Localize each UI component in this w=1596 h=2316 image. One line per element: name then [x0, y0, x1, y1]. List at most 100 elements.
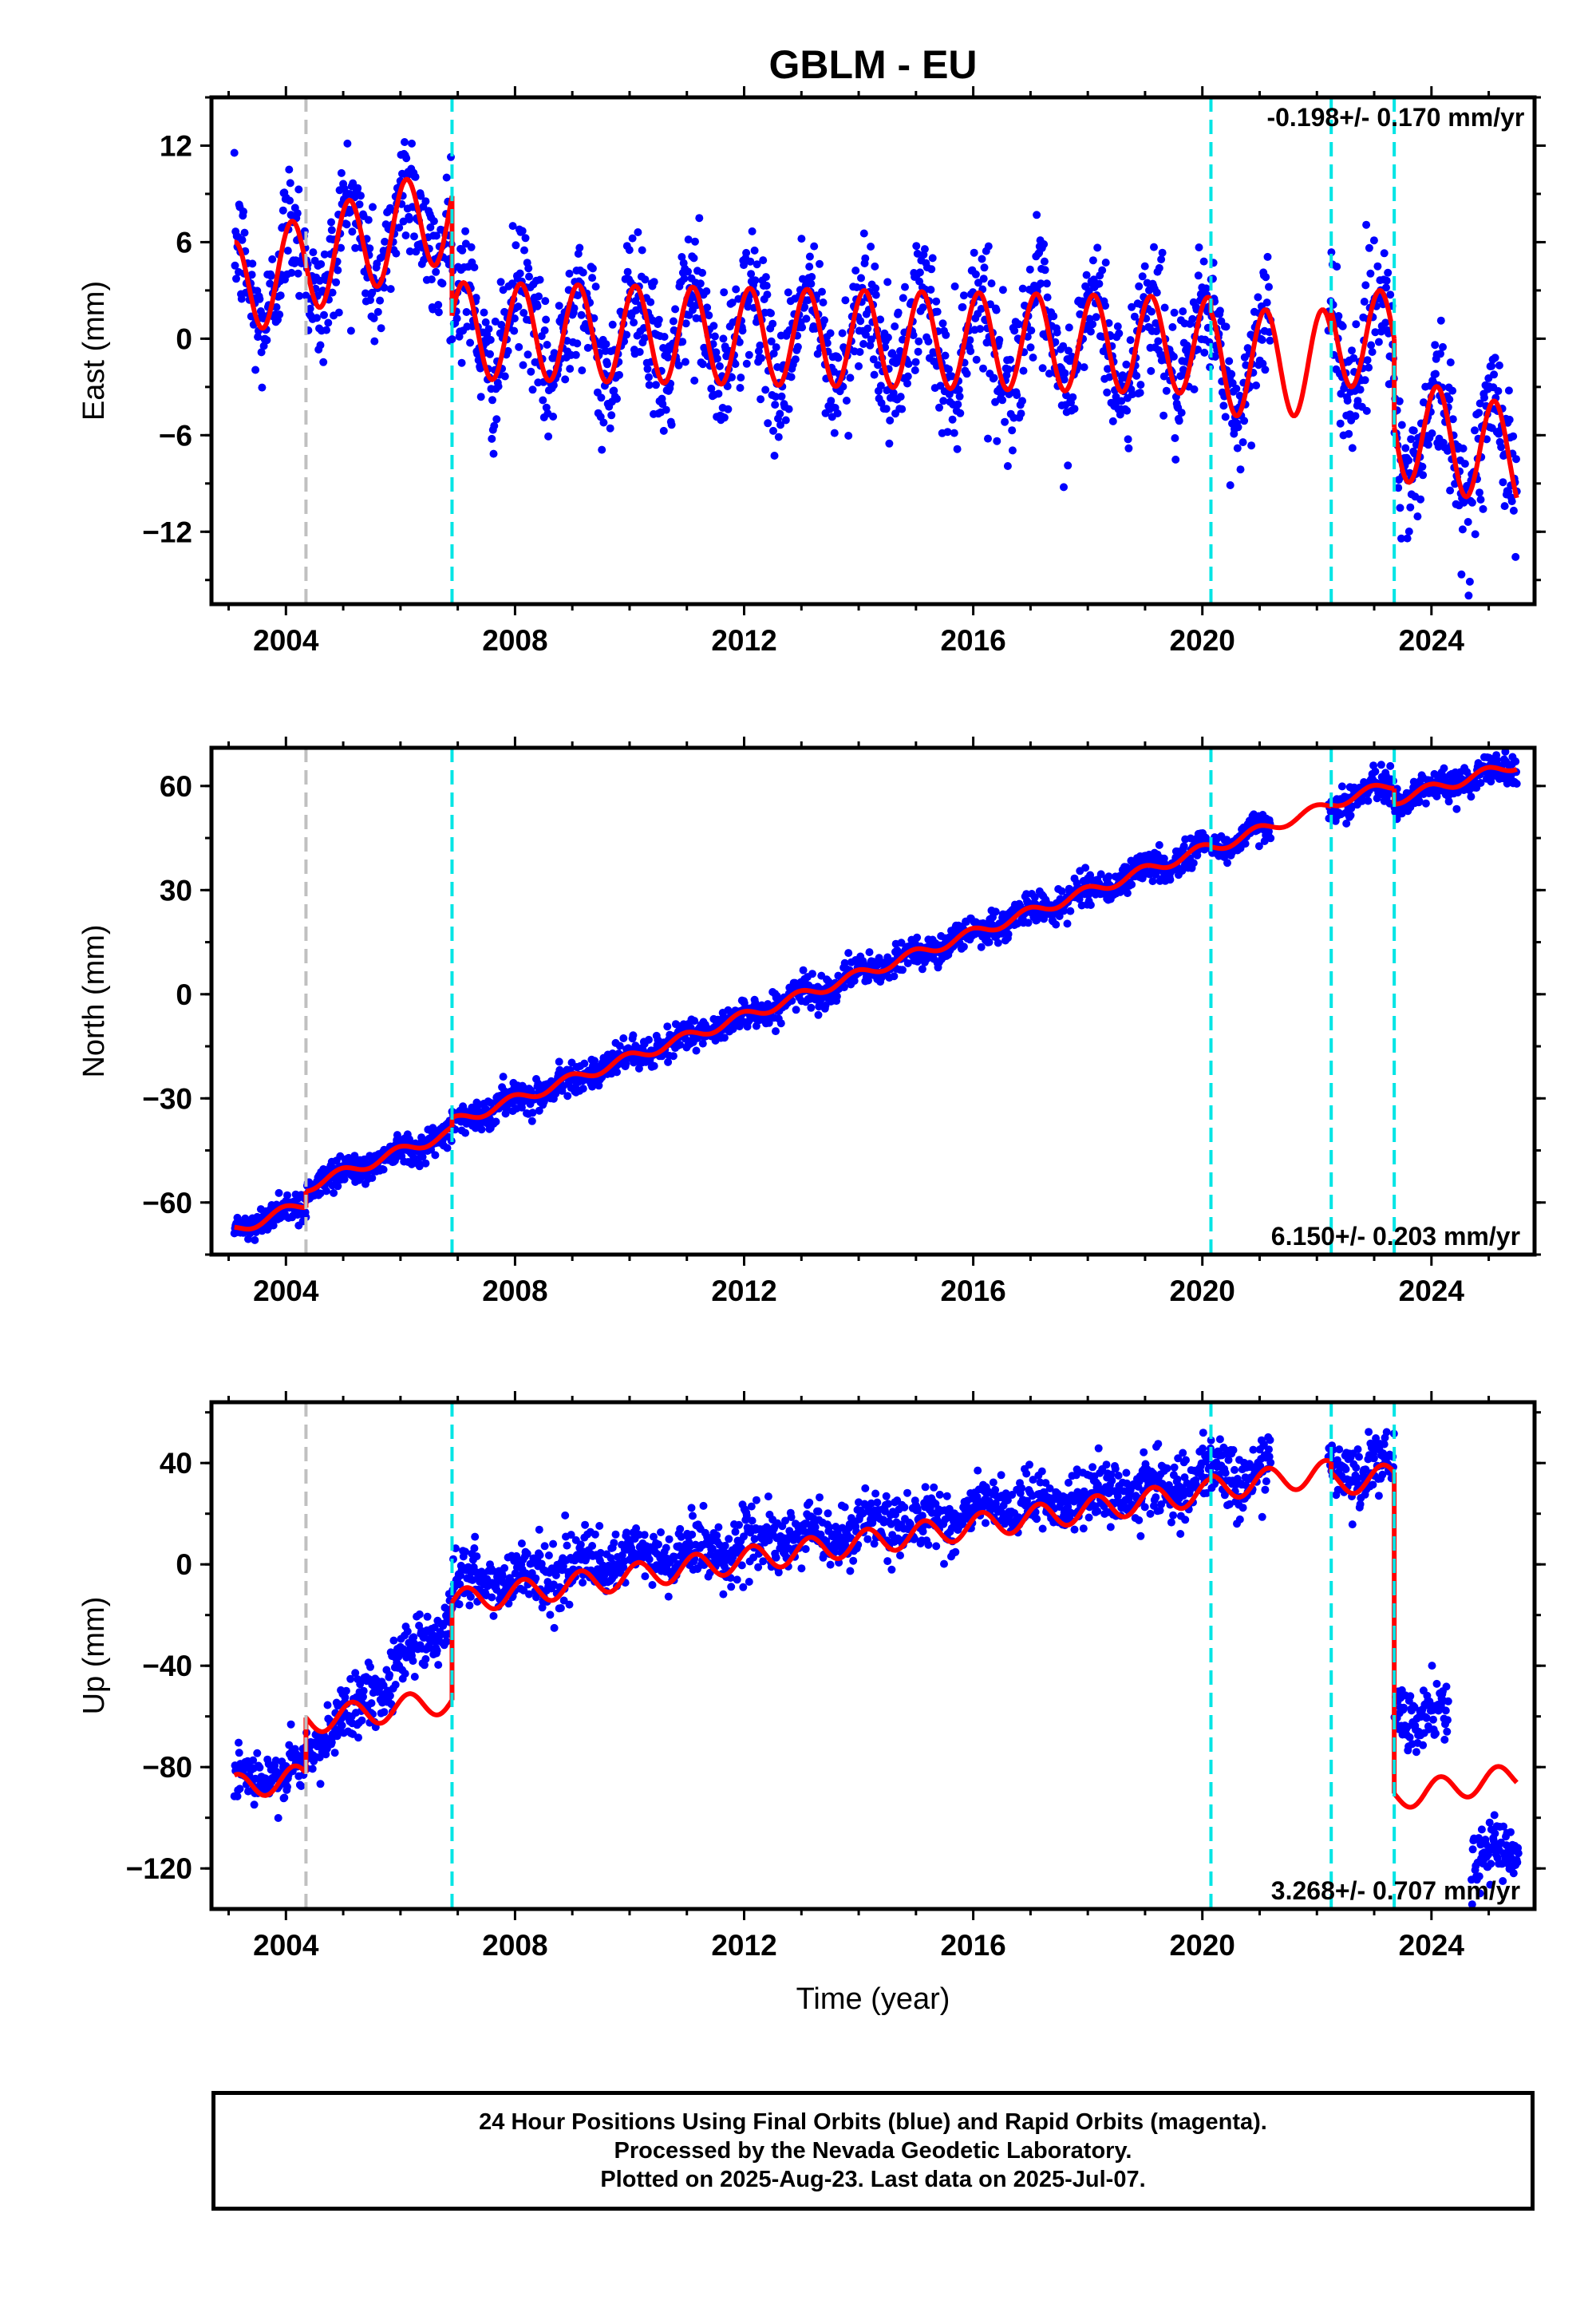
data-point: [263, 336, 271, 345]
data-point: [1175, 417, 1183, 425]
x-tick-label: 2008: [482, 624, 547, 657]
data-point: [497, 321, 506, 329]
data-point: [431, 1151, 440, 1160]
data-point: [480, 308, 488, 317]
data-point: [487, 1099, 496, 1108]
data-point: [954, 400, 962, 409]
data-point: [267, 271, 275, 280]
data-point: [348, 227, 357, 236]
data-point: [998, 286, 1007, 294]
data-point: [800, 302, 809, 311]
data-point: [328, 288, 337, 297]
data-point: [926, 286, 935, 294]
data-point: [992, 306, 1001, 314]
data-point: [950, 429, 958, 437]
data-point: [1154, 337, 1163, 346]
data-point: [356, 1680, 365, 1689]
data-point: [1338, 322, 1347, 330]
data-point: [1194, 271, 1203, 280]
data-point: [1365, 363, 1373, 372]
data-point: [342, 220, 351, 229]
data-point: [581, 320, 590, 328]
data-point: [280, 1793, 289, 1802]
data-point: [690, 376, 699, 385]
data-point: [1019, 366, 1028, 375]
data-point: [268, 255, 277, 263]
data-point: [1057, 887, 1066, 895]
data-point: [702, 287, 711, 295]
data-point: [859, 229, 868, 238]
data-point: [867, 335, 875, 344]
data-point: [962, 370, 971, 378]
data-point: [1059, 342, 1068, 350]
plot-area-north: [230, 748, 1521, 1244]
x-tick-label: 2012: [711, 1275, 776, 1307]
data-point: [421, 1654, 430, 1663]
data-point: [855, 348, 864, 356]
data-point: [751, 276, 760, 285]
data-point: [669, 1052, 678, 1061]
data-point: [1254, 842, 1263, 851]
data-point: [456, 1580, 464, 1589]
data-point: [684, 267, 692, 276]
data-point: [615, 1041, 624, 1050]
data-point: [652, 381, 660, 389]
data-point: [508, 222, 517, 231]
data-point: [797, 235, 806, 243]
data-point: [839, 983, 848, 992]
data-point: [492, 415, 501, 424]
data-point: [911, 366, 919, 374]
data-point: [776, 1019, 785, 1028]
data-point: [650, 278, 658, 287]
data-point: [367, 1699, 376, 1708]
data-point: [1446, 486, 1455, 495]
data-point: [1199, 257, 1208, 266]
data-point: [1130, 312, 1139, 321]
data-point: [247, 271, 256, 279]
data-point: [1041, 266, 1049, 275]
data-point: [871, 262, 879, 271]
data-point: [650, 1061, 658, 1070]
data-point: [660, 333, 669, 341]
data-point: [1236, 465, 1245, 474]
data-point: [286, 1720, 295, 1729]
y-tick-label: 0: [176, 978, 192, 1011]
data-point: [625, 246, 634, 255]
data-point: [266, 279, 275, 288]
data-point: [876, 381, 885, 390]
data-point: [359, 1693, 367, 1701]
data-point: [395, 223, 404, 232]
data-point: [1064, 461, 1073, 470]
data-point: [1480, 393, 1488, 402]
data-point: [695, 214, 704, 223]
data-point: [1409, 426, 1418, 435]
data-point: [1045, 370, 1053, 378]
data-point: [1092, 313, 1100, 322]
data-point: [421, 1159, 430, 1168]
data-point: [1476, 779, 1485, 787]
data-point: [512, 241, 520, 250]
data-point: [279, 206, 287, 215]
data-point: [1168, 322, 1177, 331]
data-point: [723, 382, 732, 390]
data-point: [1371, 328, 1380, 337]
data-point: [535, 275, 544, 284]
data-point: [1138, 272, 1147, 281]
data-point: [504, 346, 512, 355]
data-point: [966, 336, 974, 345]
data-point: [471, 1532, 480, 1541]
data-point: [1413, 512, 1422, 521]
data-point: [520, 246, 528, 255]
data-point: [231, 261, 239, 270]
data-point: [528, 385, 537, 394]
data-point: [928, 254, 937, 263]
data-point: [859, 340, 867, 348]
data-point: [399, 217, 408, 226]
data-point: [443, 1144, 452, 1152]
data-point: [1128, 880, 1136, 889]
data-point: [403, 1627, 412, 1636]
data-point: [583, 343, 592, 352]
data-point: [1227, 370, 1236, 378]
data-point: [1148, 877, 1157, 886]
data-point: [401, 138, 409, 146]
